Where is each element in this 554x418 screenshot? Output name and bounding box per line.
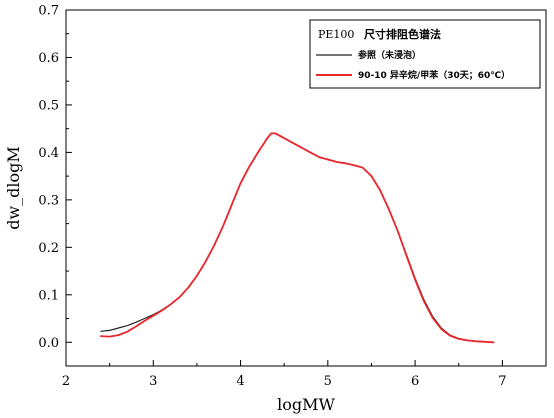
plot-frame — [65, 9, 547, 367]
legend-box — [309, 19, 541, 89]
y-tick-label: 0.7 — [38, 4, 59, 19]
x-tick-label: 2 — [62, 374, 70, 389]
y-tick-label: 0.3 — [38, 193, 59, 208]
x-axis-title: logMW — [277, 395, 335, 414]
x-tick-label: 3 — [149, 374, 157, 389]
y-tick-label: 0.5 — [38, 98, 59, 113]
legend-label-reference: 参照（未浸泡） — [358, 49, 421, 61]
y-tick-label: 0.0 — [38, 336, 59, 351]
y-tick-label: 0.6 — [38, 51, 59, 66]
axis-ticks: 2 3 4 5 6 7 0.0 0.1 0.2 0.3 0.4 0.5 0.6 0.7 — [38, 4, 506, 390]
x-tick-label: 7 — [498, 374, 506, 389]
x-tick-label: 6 — [411, 374, 419, 389]
y-tick-label: 0.1 — [38, 288, 59, 303]
series-layer — [100, 132, 495, 344]
y-tick-label: 0.4 — [38, 146, 59, 161]
legend-label-immersed: 90-10 异辛烷/甲苯（30天；60℃） — [358, 69, 510, 81]
x-tick-label: 4 — [236, 374, 244, 389]
legend: PE100 尺寸排阻色谱法 参照（未浸泡） 90-10 异辛烷/甲苯（30天；6… — [309, 19, 541, 89]
legend-title-cn: 尺寸排阻色谱法 — [364, 27, 441, 41]
y-axis-title: dw_dlogM — [4, 146, 23, 230]
y-tick-label: 0.2 — [38, 241, 59, 256]
legend-title-en: PE100 — [318, 28, 354, 41]
x-tick-label: 5 — [324, 374, 332, 389]
series-line-immersed — [100, 132, 495, 344]
